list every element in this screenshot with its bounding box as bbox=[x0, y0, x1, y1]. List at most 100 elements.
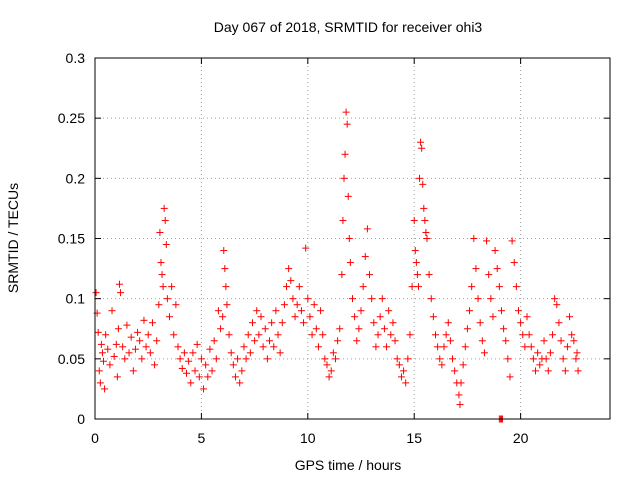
data-point bbox=[119, 343, 127, 351]
data-point bbox=[536, 361, 544, 369]
data-point bbox=[263, 355, 271, 363]
data-point bbox=[291, 313, 299, 321]
data-point bbox=[310, 301, 318, 309]
data-point bbox=[217, 325, 225, 333]
y-tick-label: 0.3 bbox=[66, 50, 86, 66]
data-point bbox=[236, 379, 244, 387]
data-point bbox=[551, 295, 559, 303]
data-point bbox=[555, 319, 563, 327]
data-point bbox=[534, 349, 542, 357]
x-tick-label: 10 bbox=[300, 430, 316, 446]
data-point bbox=[423, 235, 431, 242]
data-point bbox=[272, 307, 280, 315]
data-point bbox=[542, 355, 550, 363]
data-point bbox=[94, 328, 102, 336]
data-point bbox=[108, 307, 116, 315]
data-point bbox=[314, 343, 322, 351]
data-point bbox=[206, 345, 214, 353]
x-axis-label: GPS time / hours bbox=[295, 457, 402, 473]
data-point bbox=[185, 357, 193, 365]
data-point bbox=[461, 343, 469, 351]
data-point bbox=[144, 331, 152, 339]
data-point bbox=[434, 343, 442, 351]
data-point bbox=[397, 373, 405, 381]
data-point bbox=[502, 337, 510, 345]
y-axis-label: SRMTID / TECUs bbox=[5, 183, 21, 293]
data-point bbox=[155, 301, 163, 309]
data-point bbox=[451, 367, 459, 375]
data-point bbox=[420, 204, 428, 212]
data-point bbox=[521, 343, 529, 351]
data-point bbox=[476, 319, 484, 327]
data-point bbox=[549, 331, 557, 339]
data-point bbox=[387, 331, 395, 339]
data-point bbox=[280, 301, 288, 309]
data-point bbox=[346, 259, 354, 267]
data-point bbox=[323, 361, 331, 369]
x-tick-label: 20 bbox=[513, 430, 529, 446]
data-point bbox=[100, 357, 108, 365]
data-point bbox=[283, 283, 291, 291]
data-point bbox=[351, 313, 359, 321]
data-point bbox=[287, 277, 295, 285]
data-point bbox=[163, 295, 171, 303]
data-point bbox=[459, 361, 467, 369]
data-point bbox=[222, 283, 230, 291]
data-point bbox=[220, 247, 228, 255]
data-point bbox=[497, 307, 505, 315]
data-point bbox=[444, 319, 452, 327]
data-point bbox=[200, 385, 208, 393]
data-point bbox=[406, 331, 414, 339]
data-point bbox=[485, 271, 493, 279]
data-point bbox=[506, 373, 514, 381]
data-point bbox=[278, 319, 286, 327]
data-point bbox=[308, 331, 316, 339]
data-point bbox=[172, 301, 180, 309]
data-point bbox=[345, 235, 353, 242]
data-point bbox=[527, 343, 535, 351]
data-point bbox=[466, 307, 474, 315]
data-point bbox=[174, 343, 182, 351]
data-point bbox=[446, 337, 454, 345]
data-point bbox=[404, 355, 412, 363]
data-point bbox=[178, 364, 186, 372]
data-point bbox=[210, 337, 218, 345]
data-point bbox=[512, 283, 520, 291]
data-point bbox=[370, 319, 378, 327]
data-point bbox=[500, 325, 508, 333]
data-point bbox=[389, 319, 397, 327]
data-point bbox=[553, 301, 561, 309]
data-point bbox=[425, 271, 433, 279]
data-point bbox=[480, 349, 488, 357]
data-point bbox=[112, 340, 120, 348]
data-point bbox=[259, 343, 267, 351]
data-point bbox=[457, 379, 465, 387]
data-point bbox=[159, 283, 167, 291]
data-point bbox=[368, 295, 376, 303]
data-point bbox=[106, 361, 114, 369]
data-point bbox=[523, 313, 531, 321]
data-point bbox=[422, 228, 430, 236]
data-point bbox=[261, 325, 269, 333]
data-point bbox=[257, 313, 265, 321]
data-point bbox=[193, 340, 201, 348]
data-point bbox=[121, 355, 129, 363]
data-point bbox=[208, 367, 216, 375]
data-point bbox=[131, 345, 139, 353]
data-point bbox=[510, 259, 518, 267]
y-tick-label: 0 bbox=[77, 411, 85, 427]
data-point bbox=[339, 216, 347, 224]
data-point bbox=[427, 295, 435, 303]
data-point bbox=[544, 367, 552, 375]
data-point bbox=[240, 343, 248, 351]
data-point bbox=[353, 337, 361, 345]
data-point bbox=[504, 355, 512, 363]
data-point bbox=[251, 337, 259, 345]
data-point bbox=[487, 295, 495, 303]
data-point bbox=[519, 331, 527, 339]
data-point bbox=[189, 349, 197, 357]
data-point bbox=[474, 295, 482, 303]
data-point bbox=[455, 391, 463, 399]
data-point bbox=[202, 361, 210, 369]
